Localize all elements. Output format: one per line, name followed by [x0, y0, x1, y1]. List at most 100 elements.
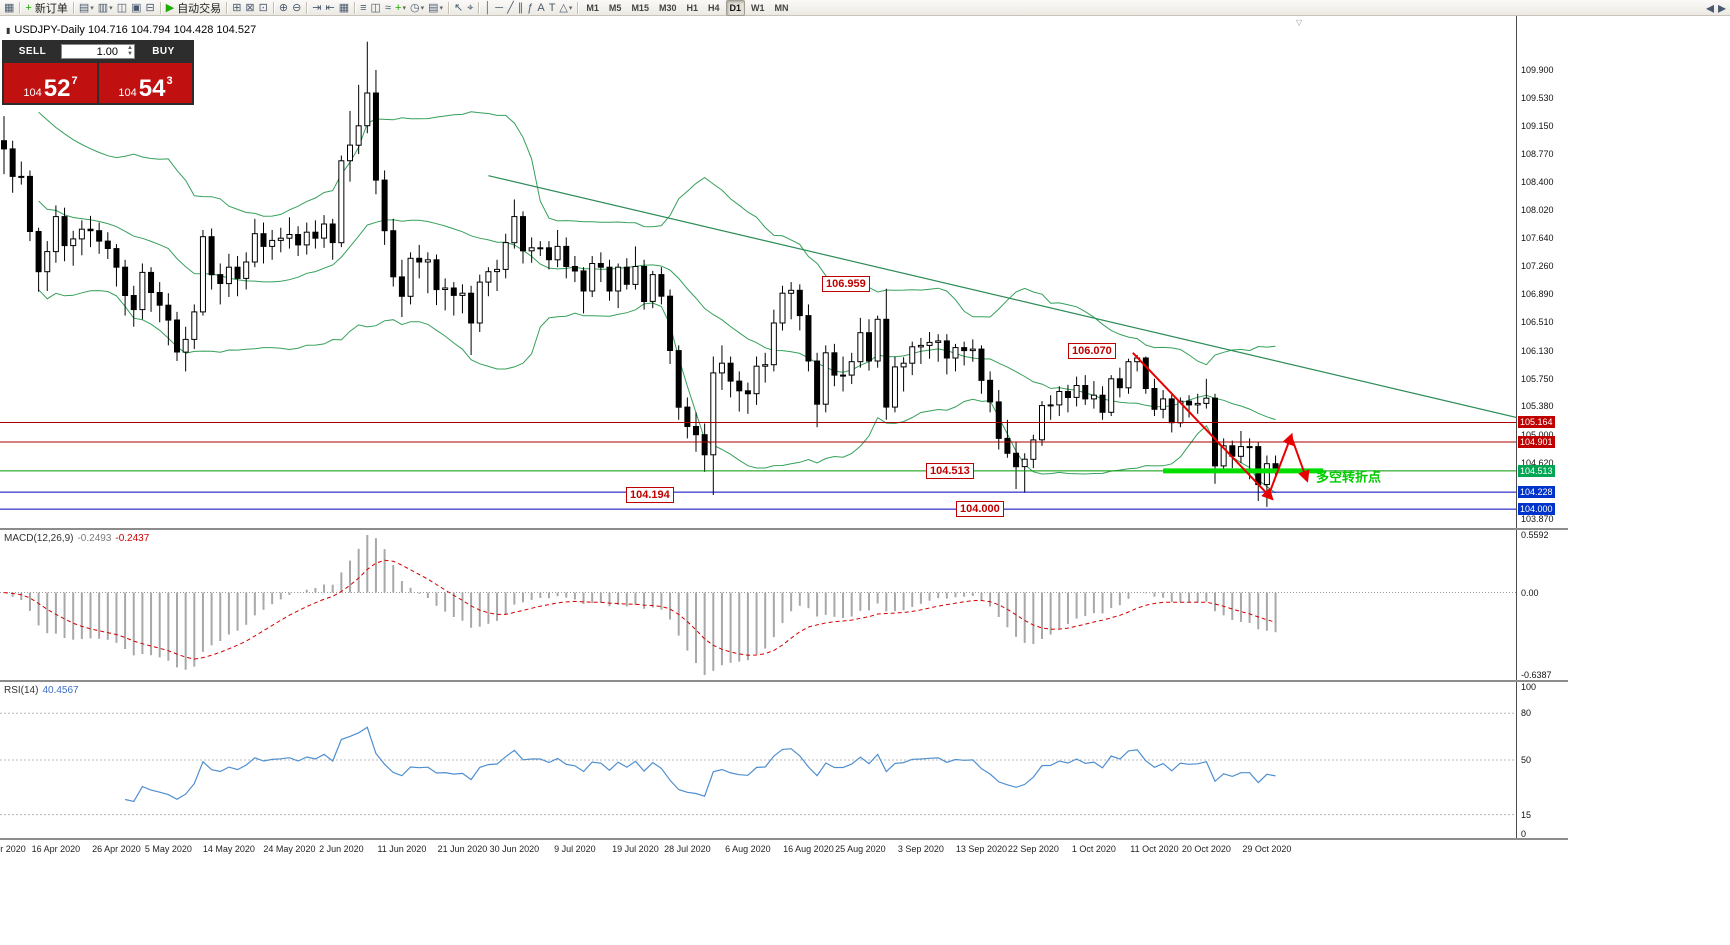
timeframe-button-m30[interactable]: M30	[658, 2, 677, 13]
templates-icon[interactable]: ▤ ▾	[426, 1, 445, 15]
dropdown-arrow-icon: ▾	[90, 4, 94, 12]
channel-icon[interactable]: ∥	[516, 1, 526, 15]
symbol-ohlc-line: ▮ USDJPY-Daily 104.716 104.794 104.428 1…	[6, 24, 256, 36]
bar-chart-icon[interactable]: ≡	[358, 1, 368, 15]
new-chart-icon[interactable]: ▤ ▾	[77, 1, 96, 15]
timeframe-button-h1[interactable]: H1	[686, 2, 698, 13]
price-tick-label: 105.000	[1521, 429, 1554, 440]
new-order-button-label: 新订单	[34, 2, 68, 15]
fibonacci-icon[interactable]: ƒ	[525, 1, 535, 15]
toolbar: ▦ + 新订单 ▤ ▾ ▥ ▾ ◫ ▣ ⊟ ▶ 自动交易 ⊞ ⊠ ⊡ ⊕ ⊖ ⇥ ⇤ ▦ ≡ ◫ ≈ + ▾ ◷ ▾ ▤ ▾ ↖ ⌖ │ ─ ╱ ∥…	[0, 0, 1730, 17]
auto-scroll-icon: ⇥	[312, 1, 322, 14]
navigator-icon[interactable]: ▣	[129, 1, 143, 15]
date-label: 2 Jun 2020	[319, 844, 364, 854]
candlestick-chart-icon[interactable]: ◫	[369, 1, 383, 15]
chart-window-icon[interactable]: ▦	[2, 1, 16, 15]
tile-windows-icon[interactable]: ⊞	[230, 1, 243, 15]
market-watch-icon[interactable]: ◫	[115, 1, 129, 15]
volume-field: ▲▼	[61, 44, 135, 59]
horizontal-line-icon[interactable]: ─	[493, 1, 505, 15]
cursor-icon[interactable]: ↖	[452, 1, 465, 15]
timeframe-button-d1[interactable]: D1	[725, 0, 746, 16]
periods-icon[interactable]: ◷ ▾	[408, 1, 426, 15]
new-order-button[interactable]: + 新订单	[23, 1, 69, 15]
volume-input[interactable]	[62, 45, 120, 58]
zoom-in-icon[interactable]: ⊕	[277, 1, 290, 15]
buy-price-big: 54	[138, 75, 166, 103]
timeframe-button-m15[interactable]: M15	[631, 2, 649, 13]
trendline-icon[interactable]: ╱	[505, 1, 516, 15]
timeframe-button-mn[interactable]: MN	[774, 2, 789, 13]
cascade-windows-icon[interactable]: ⊠	[243, 1, 256, 15]
price-tick-label: 108.770	[1521, 149, 1554, 160]
buy-price-prefix: 104	[118, 86, 137, 99]
price-tick-label: 108.400	[1521, 176, 1554, 187]
chart-shift-icon[interactable]: ⇤	[324, 1, 337, 15]
symbol-ohlc-text: USDJPY-Daily 104.716 104.794 104.428 104…	[14, 24, 257, 36]
vertical-line-icon[interactable]: │	[482, 1, 493, 15]
shapes-icon[interactable]: △ ▾	[557, 1, 574, 15]
grid-icon: ▦	[338, 1, 350, 14]
rsi-value: 40.4567	[42, 685, 79, 696]
text-icon: A	[537, 1, 545, 14]
price-line-tag: 104.901	[1518, 436, 1555, 449]
line-chart-icon[interactable]: ≈	[383, 1, 393, 15]
profiles-icon[interactable]: ▥ ▾	[96, 1, 115, 15]
fibonacci-icon: ƒ	[527, 1, 534, 14]
label-icon[interactable]: T	[547, 1, 558, 15]
buy-price-button[interactable]: 104 54 3	[99, 63, 192, 103]
timeframe-button-h4[interactable]: H4	[707, 2, 720, 13]
price-axis[interactable]: 109.900 109.530 109.150 108.770 108.400 108.0…	[1516, 16, 1569, 840]
date-label: 16 Apr 2020	[31, 844, 81, 854]
macd-max-label: 0.5592	[1521, 530, 1549, 540]
volume-spinner[interactable]: ▲ ▼	[127, 45, 133, 57]
chart-window: ▽ ▮ USDJPY-Daily 104.716 104.794 104.428…	[0, 16, 1569, 892]
arrange-windows-icon[interactable]: ⊡	[257, 1, 270, 15]
timeframe-button-m1[interactable]: M1	[586, 2, 599, 13]
text-icon[interactable]: A	[535, 1, 546, 15]
price-line-tag: 104.000	[1518, 503, 1555, 516]
label-icon: T	[548, 1, 556, 14]
grid-icon[interactable]: ▦	[337, 1, 351, 15]
crosshair-icon[interactable]: ⌖	[465, 1, 475, 15]
zigzag-arrow	[1290, 435, 1310, 483]
indicators-icon[interactable]: + ▾	[393, 1, 408, 15]
sell-price-button[interactable]: 104 52 7	[4, 63, 97, 103]
toolbar-separator	[72, 1, 74, 14]
arrange-windows-icon: ⊡	[258, 1, 268, 14]
date-label: 26 Apr 2020	[92, 844, 141, 854]
sell-price-big: 52	[43, 75, 71, 103]
periods-icon: ◷	[409, 1, 420, 14]
timeframe-button-w1[interactable]: W1	[751, 2, 765, 13]
price-tick-label: 109.530	[1521, 92, 1554, 103]
terminal-icon[interactable]: ⊟	[144, 1, 157, 15]
price-line-tag: 105.164	[1518, 416, 1555, 429]
auto-scroll-icon[interactable]: ⇥	[310, 1, 323, 15]
date-label: 24 May 2020	[263, 844, 316, 854]
chart-shift-marker[interactable]: ▽	[1296, 18, 1303, 27]
market-watch-icon: ◫	[116, 1, 128, 14]
toolbar-separator	[19, 1, 21, 14]
zoom-out-icon[interactable]: ⊖	[290, 1, 303, 15]
tile-windows-icon: ⊞	[232, 1, 242, 14]
date-label: 9 Jul 2020	[554, 844, 596, 854]
rsi-level-label: 80	[1521, 708, 1532, 719]
chart-plot[interactable]	[0, 16, 1516, 840]
price-tick-label: 107.260	[1521, 261, 1554, 272]
panel-divider[interactable]	[0, 838, 1568, 840]
macd-name: MACD(12,26,9)	[4, 533, 74, 544]
toolbar-separator	[159, 1, 161, 14]
crosshair-icon: ⌖	[467, 1, 474, 14]
date-label: 6 Aug 2020	[725, 844, 771, 854]
date-label: 16 Aug 2020	[783, 844, 834, 854]
toolbar-scroll-right-icon[interactable]: ▸	[1717, 0, 1726, 17]
timeframe-button-m5[interactable]: M5	[608, 2, 622, 13]
auto-trading-button[interactable]: ▶ 自动交易	[164, 1, 223, 15]
price-tick-label: 106.130	[1521, 345, 1554, 356]
panel-divider[interactable]	[0, 528, 1568, 530]
panel-divider[interactable]	[0, 680, 1568, 682]
macd-histogram	[11, 535, 1277, 675]
price-tick-label: 105.750	[1521, 373, 1554, 384]
toolbar-scroll-left-icon[interactable]: ◂	[1705, 0, 1714, 17]
